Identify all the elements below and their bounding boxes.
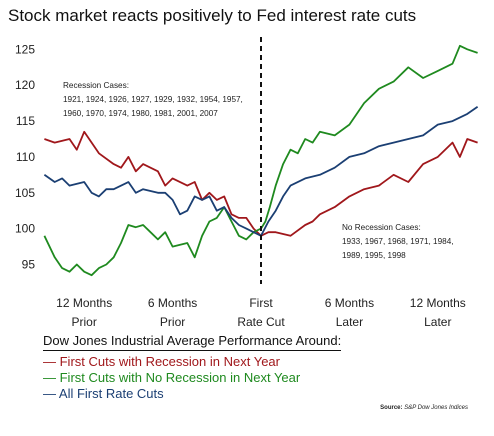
x-tick-label: Later (336, 315, 363, 329)
x-tick-label: 6 Months (148, 296, 197, 310)
legend: Dow Jones Industrial Average Performance… (43, 333, 342, 402)
annotation-line: 1960, 1970, 1974, 1980, 1981, 2001, 2007 (63, 109, 218, 118)
annotation-line: 1933, 1967, 1968, 1971, 1984, (342, 237, 454, 246)
x-tick-label: First (249, 296, 273, 310)
x-tick-label: Later (424, 315, 451, 329)
y-tick-label: 120 (15, 78, 35, 92)
annotation-heading: Recession Cases: (63, 81, 129, 90)
no-recession-cases-annotation: No Recession Cases: 1933, 1967, 1968, 197… (342, 223, 454, 260)
series-layer (43, 44, 479, 277)
source-text: S&P Dow Jones Indices (404, 405, 468, 411)
x-tick-label: 12 Months (56, 296, 112, 310)
y-tick-label: 95 (22, 257, 36, 271)
legend-item-3: — All First Rate Cuts (43, 386, 164, 401)
x-tick-label: 6 Months (325, 296, 374, 310)
source-label: Source: (380, 405, 403, 411)
y-tick-label: 105 (15, 186, 35, 200)
x-tick-label: Rate Cut (237, 315, 285, 329)
x-tick-label: Prior (72, 315, 97, 329)
legend-item-2: — First Cuts with No Recession in Next Y… (43, 370, 301, 385)
y-tick-label: 110 (16, 150, 35, 164)
x-tick-label: Prior (160, 315, 185, 329)
series-line-2 (43, 44, 478, 277)
annotation-line: 1921, 1924, 1926, 1927, 1929, 1932, 1954… (63, 95, 243, 104)
y-tick-label: 100 (15, 222, 35, 236)
series-line-3 (43, 105, 479, 237)
recession-cases-annotation: Recession Cases: 1921, 1924, 1926, 1927, … (63, 81, 243, 118)
series-line-1 (44, 130, 478, 237)
source-note: Source: S&P Dow Jones Indices (380, 405, 468, 411)
legend-title: Dow Jones Industrial Average Performance… (43, 333, 342, 351)
legend-item-1: — First Cuts with Recession in Next Year (43, 354, 280, 369)
legend-items: — First Cuts with Recession in Next Year… (43, 354, 341, 402)
annotation-heading: No Recession Cases: (342, 223, 421, 232)
y-tick-label: 115 (16, 114, 35, 128)
x-tick-label: 12 Months (410, 296, 466, 310)
y-tick-label: 125 (15, 42, 35, 56)
annotation-line: 1989, 1995, 1998 (342, 251, 406, 260)
y-axis: 95 100 105 110 115 120 125 (15, 42, 35, 271)
x-axis: 12 Months Prior 6 Months Prior First Rate Cut… (56, 296, 466, 329)
chart-title: Stock market reacts positively to Fed in… (8, 6, 417, 25)
